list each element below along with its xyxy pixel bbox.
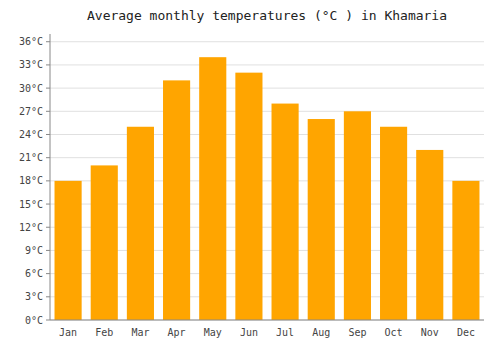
x-tick-label: Jan (59, 327, 77, 338)
bar (55, 181, 82, 320)
x-axis: Jan Feb Mar Apr May Jun Jul Aug Sep Oct Nov Dec (59, 327, 475, 338)
x-tick-label: Dec (457, 327, 475, 338)
y-tick-label: 36°C (19, 36, 43, 47)
grid-line (50, 64, 484, 65)
y-axis: 0°C 3°C 6°C 9°C 12°C 15°C 18°C 21°C 24°C 27°C 30°C… (19, 36, 50, 325)
y-tick (46, 204, 50, 205)
x-tick-label: Aug (312, 327, 330, 338)
y-tick (46, 180, 50, 181)
x-tick-label: Mar (131, 327, 149, 338)
y-tick-label: 21°C (19, 152, 43, 163)
y-tick (46, 320, 50, 321)
bar (308, 119, 335, 320)
y-tick-label: 12°C (19, 222, 43, 233)
bar (452, 181, 479, 320)
y-tick (46, 227, 50, 228)
title: Average monthly temperatures (°C ) in Kh… (87, 8, 447, 23)
x-tick-label: Nov (421, 327, 439, 338)
y-tick (46, 88, 50, 89)
y-tick-label: 18°C (19, 175, 43, 186)
x-axis-line (50, 320, 484, 321)
y-tick (46, 64, 50, 65)
y-tick-label: 9°C (25, 245, 43, 256)
y-tick (46, 157, 50, 158)
x-tick-label: Sep (348, 327, 366, 338)
y-tick (46, 273, 50, 274)
grid-line (50, 134, 484, 135)
bar (91, 165, 118, 320)
x-tick-label: May (204, 327, 222, 338)
y-tick-label: 0°C (25, 315, 43, 326)
y-tick (46, 250, 50, 251)
bar (127, 127, 154, 320)
y-tick (46, 296, 50, 297)
y-tick (46, 41, 50, 42)
y-tick (46, 111, 50, 112)
bar (235, 73, 262, 320)
bar (344, 111, 371, 320)
y-tick-label: 27°C (19, 106, 43, 117)
y-grid (50, 42, 484, 320)
bar (380, 127, 407, 320)
x-tick-label: Jul (276, 327, 294, 338)
grid-line (50, 320, 484, 321)
grid-line (50, 41, 484, 42)
chart-container: Average monthly temperatures (°C ) in Kh… (0, 0, 500, 350)
bar (416, 150, 443, 320)
x-tick-label: Feb (95, 327, 113, 338)
bar (163, 80, 190, 320)
y-tick (46, 134, 50, 135)
grid-line (50, 111, 484, 112)
y-tick-label: 3°C (25, 291, 43, 302)
y-axis-line (50, 34, 51, 320)
y-tick-label: 6°C (25, 268, 43, 279)
y-tick-label: 33°C (19, 59, 43, 70)
bar (199, 57, 226, 320)
bar (272, 104, 299, 320)
x-tick-label: Oct (385, 327, 403, 338)
y-tick-label: 15°C (19, 199, 43, 210)
chart: Average monthly temperatures (°C ) in Kh… (0, 0, 500, 350)
x-tick-label: Apr (168, 327, 186, 338)
bars (55, 57, 480, 320)
grid-line (50, 88, 484, 89)
x-tick-label: Jun (240, 327, 258, 338)
y-tick-label: 30°C (19, 83, 43, 94)
y-tick-label: 24°C (19, 129, 43, 140)
